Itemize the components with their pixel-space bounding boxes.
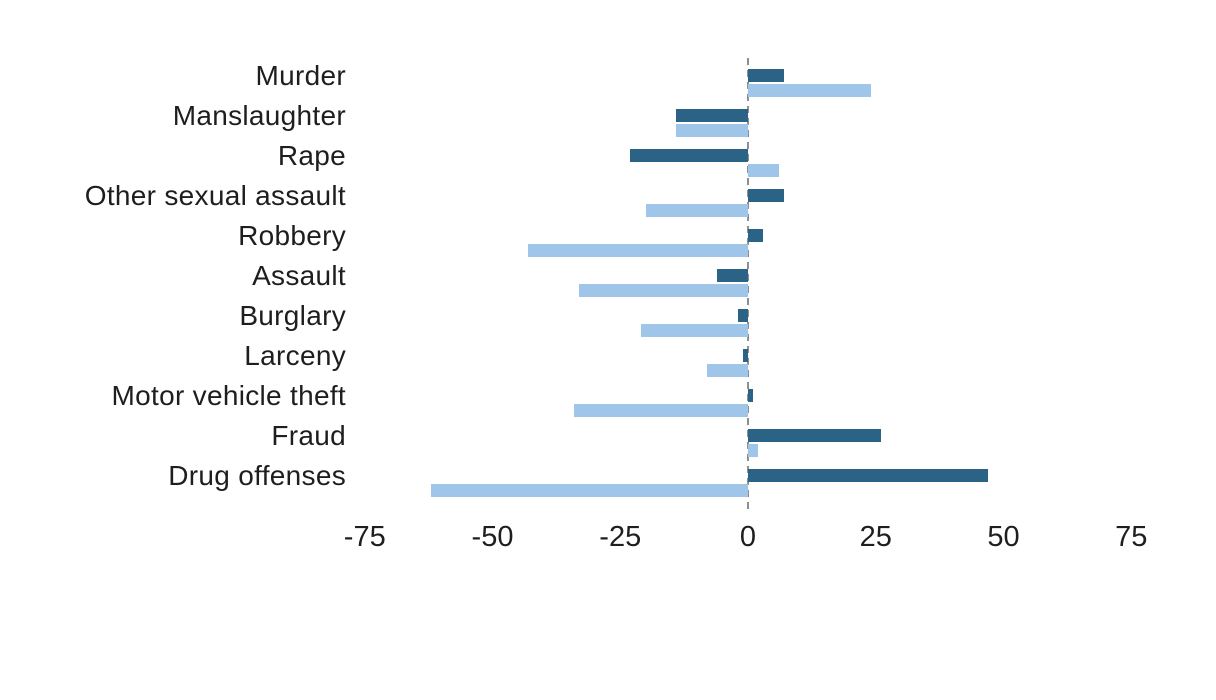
x-axis-tick-label: 25 [859,521,892,553]
category-label: Motor vehicle theft [111,379,346,411]
bar-dark-blue [737,309,748,322]
category-label: Assault [252,259,346,291]
x-axis-tick-label: -50 [471,521,514,553]
category-label: Murder [255,59,346,91]
category-label: Larceny [244,339,346,371]
bar-light-blue [431,484,748,497]
bar-dark-blue [748,469,989,482]
x-axis-tick-label: -25 [599,521,642,553]
bar-dark-blue [717,269,748,282]
bar-dark-blue [676,109,748,122]
bar-light-blue [707,364,748,377]
bar-light-blue [748,84,871,97]
bar-light-blue [574,404,748,417]
bar-light-blue [676,124,748,137]
bar-dark-blue [748,389,754,402]
category-label: Robbery [238,219,346,251]
bar-dark-blue [748,69,784,82]
bar-dark-blue [630,149,748,162]
bar-light-blue [640,324,748,337]
x-axis-tick-label: -75 [343,521,386,553]
x-axis-tick-label: 75 [1115,521,1148,553]
bar-light-blue [748,444,759,457]
bar-dark-blue [748,429,881,442]
bar-light-blue [748,164,779,177]
category-label: Drug offenses [168,459,346,491]
bar-dark-blue [742,349,748,362]
zero-baseline-dashed-line [747,58,749,514]
category-label: Burglary [239,299,346,331]
category-label: Rape [277,139,346,171]
bar-dark-blue [748,189,784,202]
x-axis-tick-label: 50 [987,521,1020,553]
category-label: Other sexual assault [84,179,346,211]
category-label: Fraud [271,419,346,451]
bar-light-blue [528,244,748,257]
bar-light-blue [645,204,748,217]
x-axis-tick-label: 0 [739,521,757,553]
category-label: Manslaughter [172,99,346,131]
bar-light-blue [579,284,748,297]
bar-dark-blue [748,229,764,242]
